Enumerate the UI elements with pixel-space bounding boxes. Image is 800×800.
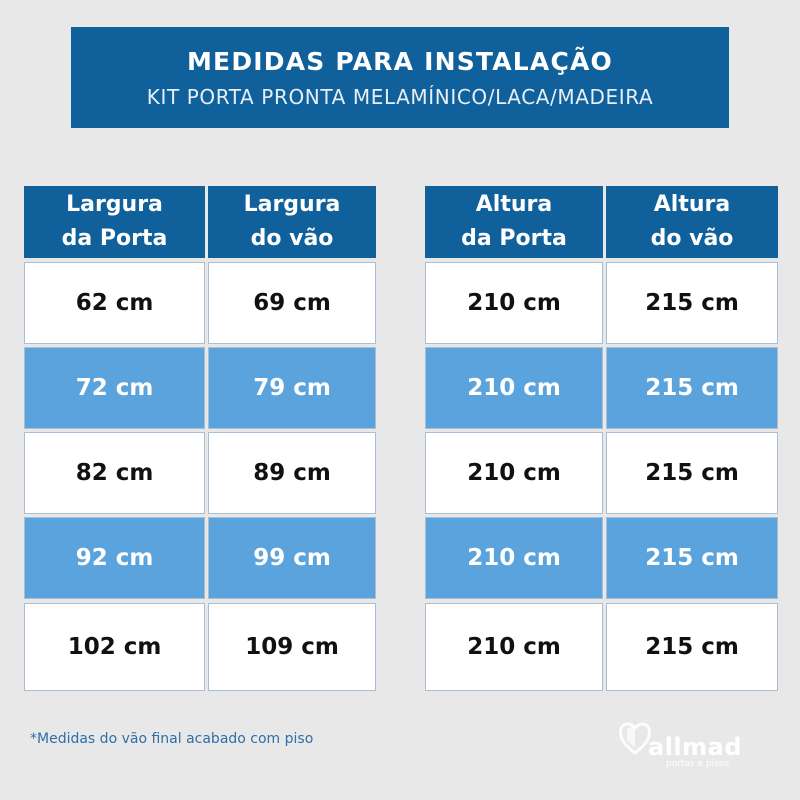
- logo-wordmark: allmad: [648, 733, 743, 761]
- table-cell: 210 cm: [425, 517, 603, 599]
- footnote: *Medidas do vão final acabado com piso: [30, 731, 314, 747]
- logo-tagline: portas e pisos: [666, 759, 730, 769]
- table-cell: 82 cm: [24, 432, 205, 514]
- table-cell: 99 cm: [208, 517, 376, 599]
- table-cell: 215 cm: [606, 517, 778, 599]
- table-cell: 210 cm: [425, 262, 603, 344]
- page-title: MEDIDAS PARA INSTALAÇÃO: [186, 47, 613, 76]
- page-subtitle: KIT PORTA PRONTA MELAMÍNICO/LACA/MADEIRA: [146, 85, 654, 109]
- column-header-altura-porta: Altura da Porta: [425, 186, 603, 258]
- table-cell: 210 cm: [425, 603, 603, 691]
- table-cell: 92 cm: [24, 517, 205, 599]
- table-cell: 210 cm: [425, 347, 603, 429]
- column-header-largura-vao: Largura do vão: [208, 186, 376, 258]
- table-cell: 215 cm: [606, 603, 778, 691]
- heart-door-icon: [618, 722, 652, 755]
- column-header-altura-vao: Altura do vão: [606, 186, 778, 258]
- table-cell: 79 cm: [208, 347, 376, 429]
- table-cell: 62 cm: [24, 262, 205, 344]
- table-cell: 215 cm: [606, 262, 778, 344]
- table-cell: 215 cm: [606, 432, 778, 514]
- table-cell: 72 cm: [24, 347, 205, 429]
- title-banner: MEDIDAS PARA INSTALAÇÃO KIT PORTA PRONTA…: [71, 27, 729, 128]
- table-cell: 69 cm: [208, 262, 376, 344]
- table-cell: 102 cm: [24, 603, 205, 691]
- brand-logo: allmad portas e pisos: [618, 715, 748, 775]
- table-cell: 210 cm: [425, 432, 603, 514]
- table-cell: 109 cm: [208, 603, 376, 691]
- table-cell: 89 cm: [208, 432, 376, 514]
- table-cell: 215 cm: [606, 347, 778, 429]
- column-header-largura-porta: Largura da Porta: [24, 186, 205, 258]
